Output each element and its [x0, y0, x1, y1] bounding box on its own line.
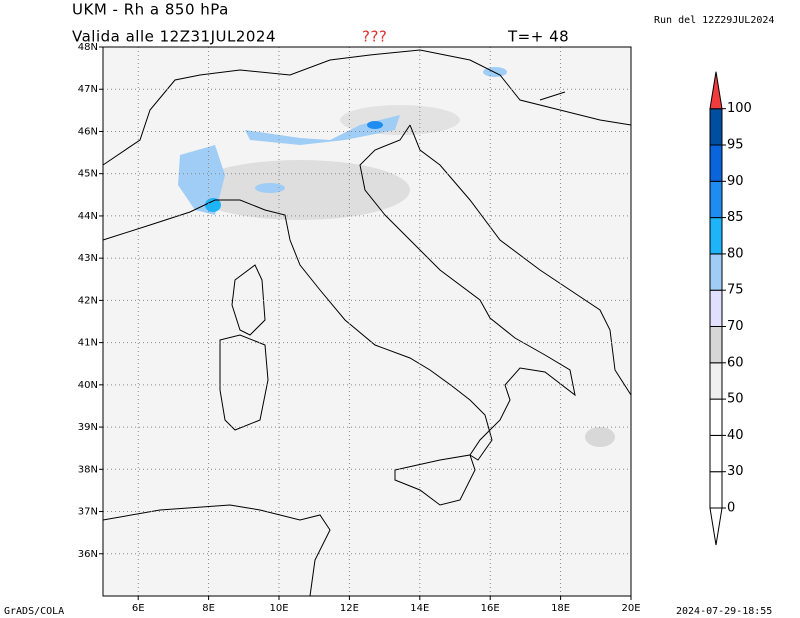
lat-label: 48N — [78, 42, 98, 53]
lat-label: 44N — [78, 211, 98, 222]
lat-label: 47N — [78, 84, 98, 95]
lat-label: 40N — [78, 380, 98, 391]
colorbar-box — [709, 362, 723, 400]
title: UKM - Rh a 850 hPa — [72, 1, 229, 19]
lat-label: 37N — [78, 507, 98, 518]
colorbar-label: 90 — [727, 174, 744, 189]
field-shading — [178, 67, 615, 447]
colorbar-under — [709, 507, 723, 546]
lon-label: 12E — [340, 603, 359, 614]
colorbar-box — [709, 471, 723, 509]
valid-time: Valida alle 12Z31JUL2024 — [72, 28, 276, 46]
colorbar-label: 100 — [727, 101, 752, 116]
colorbar-box — [709, 326, 723, 364]
colorbar-label: 40 — [727, 428, 744, 443]
map — [102, 46, 632, 597]
colorbar-label: 30 — [727, 464, 744, 479]
colorbar-box — [709, 253, 723, 291]
lat-label: 41N — [78, 338, 98, 349]
colorbar-label: 0 — [727, 501, 735, 516]
lon-label: 18E — [551, 603, 570, 614]
run-time: Run del 12Z29JUL2024 — [654, 15, 774, 26]
lat-label: 42N — [78, 295, 98, 306]
footer-right: 2024-07-29-18:55 — [676, 606, 772, 617]
colorbar-box — [709, 217, 723, 255]
flag: ??? — [362, 28, 387, 46]
footer-left: GrADS/COLA — [4, 606, 64, 617]
lat-label: 36N — [78, 549, 98, 560]
colorbar-box — [709, 289, 723, 328]
lon-label: 6E — [132, 603, 145, 614]
map-frame — [102, 46, 632, 597]
lon-label: 20E — [621, 603, 640, 614]
colorbar-label: 85 — [727, 210, 744, 225]
colorbar-label: 75 — [727, 283, 744, 298]
colorbar-box — [709, 434, 723, 473]
colorbar-box — [709, 108, 723, 146]
colorbar-box — [709, 180, 723, 219]
lat-label: 46N — [78, 126, 98, 137]
colorbar-box — [709, 398, 723, 436]
colorbar-label: 70 — [727, 319, 744, 334]
colorbar-box — [709, 144, 723, 182]
lat-label: 38N — [78, 464, 98, 475]
lat-label: 45N — [78, 169, 98, 180]
colorbar-label: 80 — [727, 246, 744, 261]
lon-label: 16E — [481, 603, 500, 614]
colorbar-label: 95 — [727, 138, 744, 153]
lat-label: 43N — [78, 253, 98, 264]
coastlines — [102, 49, 632, 597]
map-background — [103, 47, 631, 596]
lat-label: 39N — [78, 422, 98, 433]
lon-label: 10E — [269, 603, 288, 614]
lon-label: 8E — [202, 603, 215, 614]
colorbar-label: 50 — [727, 392, 744, 407]
lon-label: 14E — [410, 603, 429, 614]
forecast-step: T=+ 48 — [507, 28, 569, 46]
colorbar-over — [709, 71, 723, 110]
colorbar-label: 60 — [727, 355, 744, 370]
